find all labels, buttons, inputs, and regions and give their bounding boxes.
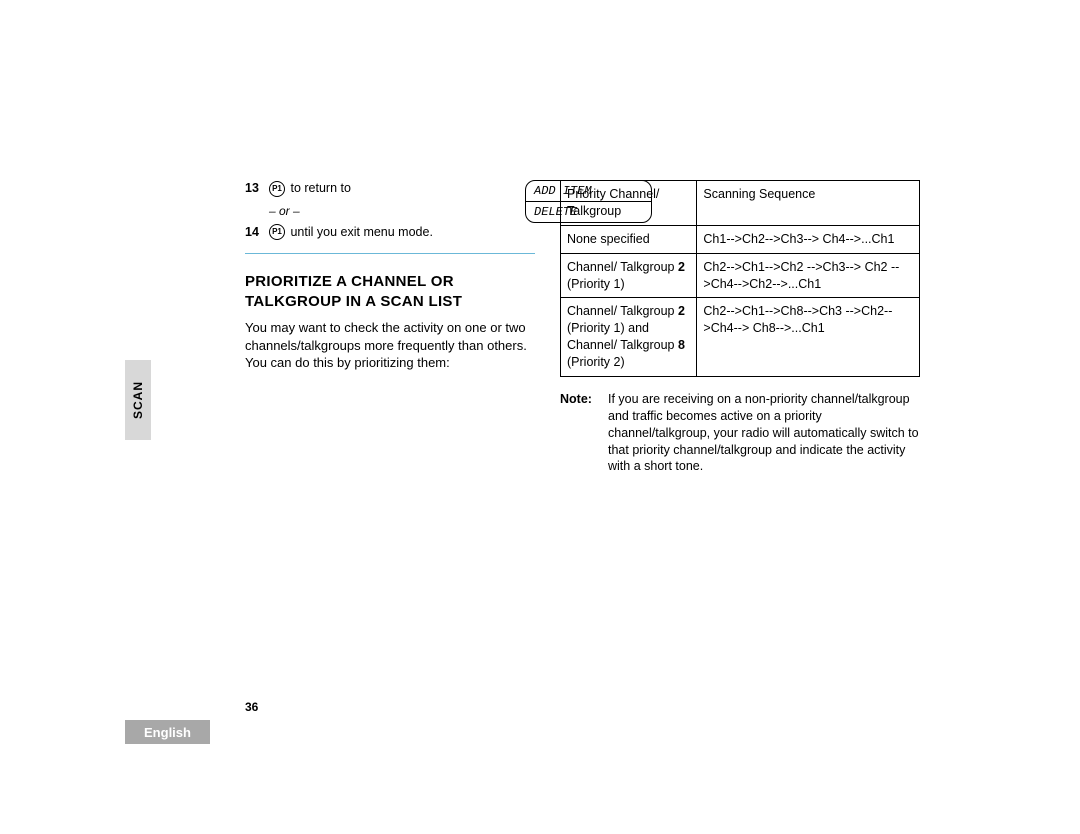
language-label: English xyxy=(144,725,191,740)
p1-button-icon: P1 xyxy=(269,181,285,197)
table-cell: None specified xyxy=(561,225,697,253)
step-text: P1 to return to xyxy=(269,180,545,198)
table-header-cell: Priority Channel/ Talkgroup xyxy=(561,181,697,226)
table-cell: Ch2-->Ch1-->Ch8-->Ch3 -->Ch2-->Ch4--> Ch… xyxy=(697,298,920,377)
note-text: If you are receiving on a non-priority c… xyxy=(608,391,920,475)
step-14: 14 P1 until you exit menu mode. xyxy=(245,224,545,242)
step-number: 14 xyxy=(245,224,269,242)
p1-button-icon: P1 xyxy=(269,224,285,240)
table-cell: Channel/ Talkgroup 2 (Priority 1) xyxy=(561,253,697,298)
table-cell: Channel/ Talkgroup 2 (Priority 1) and Ch… xyxy=(561,298,697,377)
note-block: Note: If you are receiving on a non-prio… xyxy=(560,391,920,475)
table-row: Channel/ Talkgroup 2 (Priority 1) and Ch… xyxy=(561,298,920,377)
step-13: 13 P1 to return to xyxy=(245,180,545,198)
left-column: ADD ITEM DELETE 13 P1 to return to – or … xyxy=(245,180,545,372)
step-text: P1 until you exit menu mode. xyxy=(269,224,545,242)
page-number: 36 xyxy=(245,700,258,714)
scanning-sequence-table: Priority Channel/ Talkgroup Scanning Seq… xyxy=(560,180,920,377)
step-13-phrase: to return to xyxy=(290,181,350,195)
language-tab: English xyxy=(125,720,210,744)
table-header-cell: Scanning Sequence xyxy=(697,181,920,226)
table-header-row: Priority Channel/ Talkgroup Scanning Seq… xyxy=(561,181,920,226)
right-column: Priority Channel/ Talkgroup Scanning Seq… xyxy=(560,180,920,475)
section-heading: PRIORITIZE A CHANNEL OR TALKGROUP IN A S… xyxy=(245,272,545,311)
step-number: 13 xyxy=(245,180,269,198)
section-body: You may want to check the activity on on… xyxy=(245,319,545,372)
note-label: Note: xyxy=(560,391,608,475)
section-tab-label: SCAN xyxy=(131,381,145,419)
table-row: None specified Ch1-->Ch2-->Ch3--> Ch4-->… xyxy=(561,225,920,253)
section-tab-scan: SCAN xyxy=(125,360,151,440)
table-cell: Ch2-->Ch1-->Ch2 -->Ch3--> Ch2 -->Ch4-->C… xyxy=(697,253,920,298)
step-14-phrase: until you exit menu mode. xyxy=(290,225,432,239)
or-separator: – or – xyxy=(269,204,545,218)
section-divider xyxy=(245,253,535,254)
table-row: Channel/ Talkgroup 2 (Priority 1) Ch2-->… xyxy=(561,253,920,298)
table-cell: Ch1-->Ch2-->Ch3--> Ch4-->...Ch1 xyxy=(697,225,920,253)
